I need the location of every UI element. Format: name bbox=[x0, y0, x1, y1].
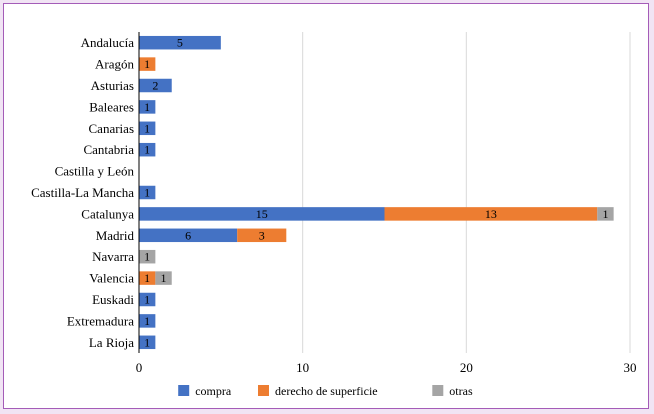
bar-otras bbox=[597, 207, 614, 221]
bar-otras bbox=[155, 271, 172, 285]
bar-compra bbox=[139, 100, 156, 114]
data-label: 1 bbox=[144, 143, 150, 157]
category-label: Euskadi bbox=[92, 292, 134, 307]
category-label: Castilla-La Mancha bbox=[31, 185, 134, 200]
bar-derecho-de-superficie bbox=[237, 228, 287, 243]
category-label: Asturias bbox=[91, 78, 134, 93]
bar-compra bbox=[139, 185, 156, 200]
bar-compra bbox=[139, 207, 385, 221]
data-label: 1 bbox=[144, 293, 150, 307]
data-label: 1 bbox=[144, 271, 150, 285]
category-label: Aragón bbox=[95, 57, 134, 72]
data-label: 1 bbox=[144, 335, 150, 349]
bar-compra bbox=[139, 335, 156, 350]
bar-derecho-de-superficie bbox=[139, 57, 156, 71]
category-label: Catalunya bbox=[81, 206, 134, 221]
data-label: 15 bbox=[256, 207, 268, 221]
category-label: Castilla y León bbox=[55, 164, 135, 179]
legend-swatch bbox=[432, 385, 444, 396]
bar-derecho-de-superficie bbox=[384, 207, 598, 221]
category-label: Madrid bbox=[96, 228, 135, 243]
data-label: 1 bbox=[602, 207, 608, 221]
legend-label: derecho de superficie bbox=[275, 384, 378, 398]
category-label: Valencia bbox=[89, 271, 134, 286]
data-label: 3 bbox=[259, 228, 265, 242]
category-label: Extremadura bbox=[67, 313, 134, 328]
x-tick-label: 30 bbox=[624, 360, 637, 375]
category-label: Navarra bbox=[92, 249, 134, 264]
data-label: 6 bbox=[185, 228, 191, 242]
bar-compra bbox=[139, 292, 156, 307]
x-tick-label: 20 bbox=[460, 360, 473, 375]
bar-compra bbox=[139, 228, 238, 243]
category-label: La Rioja bbox=[89, 335, 134, 350]
data-label: 1 bbox=[144, 314, 150, 328]
data-label: 1 bbox=[144, 57, 150, 71]
data-label: 1 bbox=[144, 250, 150, 264]
x-tick-label: 10 bbox=[296, 360, 309, 375]
legend-label: compra bbox=[195, 384, 232, 398]
bar-compra bbox=[139, 142, 156, 157]
category-label: Cantabria bbox=[83, 142, 134, 157]
x-tick-label: 0 bbox=[136, 360, 143, 375]
data-label: 1 bbox=[144, 100, 150, 114]
bar-otras bbox=[139, 249, 156, 264]
data-label: 1 bbox=[144, 186, 150, 200]
data-label: 5 bbox=[177, 36, 183, 50]
legend-swatch bbox=[178, 385, 190, 396]
data-label: 2 bbox=[152, 79, 158, 93]
bar-compra bbox=[139, 314, 156, 328]
bar-compra bbox=[139, 35, 221, 50]
data-label: 13 bbox=[485, 207, 497, 221]
data-label: 1 bbox=[144, 121, 150, 135]
category-label: Baleares bbox=[89, 99, 134, 114]
category-label: Andalucía bbox=[81, 35, 135, 50]
legend-label: otras bbox=[449, 384, 473, 398]
bar-compra bbox=[139, 121, 156, 136]
category-label: Canarias bbox=[89, 121, 134, 136]
bar-derecho-de-superficie bbox=[139, 271, 156, 285]
legend-swatch bbox=[258, 385, 269, 396]
data-label: 1 bbox=[161, 271, 167, 285]
bar-compra bbox=[139, 78, 172, 93]
chart-frame bbox=[3, 3, 649, 409]
